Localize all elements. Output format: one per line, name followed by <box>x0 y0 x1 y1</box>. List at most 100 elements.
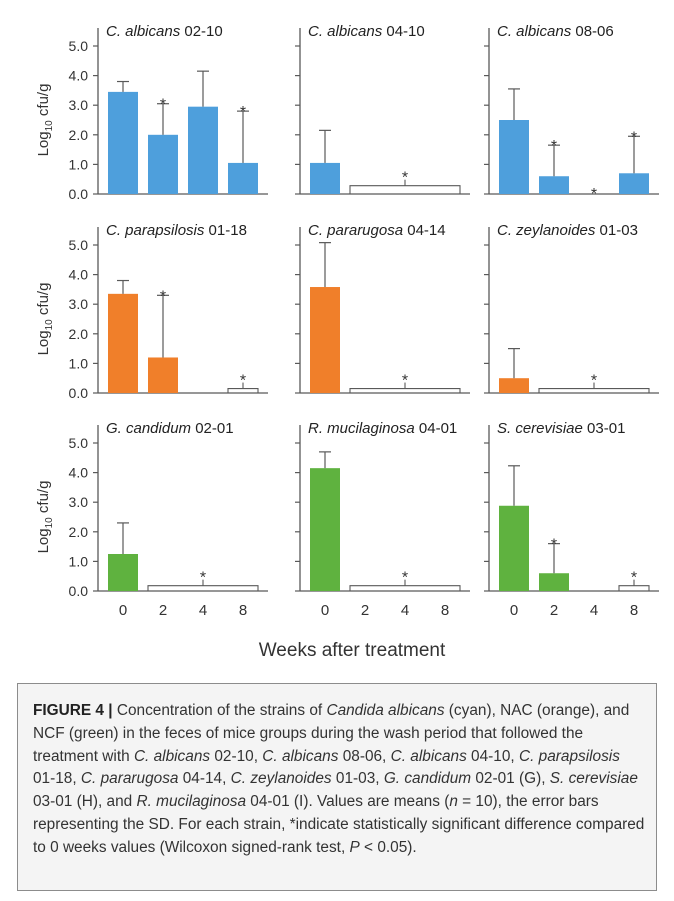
bar <box>188 106 218 194</box>
panel-title-strain: 02-10 <box>180 23 223 40</box>
caption-segment: 04-01 (I). Values are means ( <box>246 793 450 811</box>
panel-title: S. cerevisiae 03-01 <box>497 420 625 437</box>
x-tick-label: 2 <box>550 602 558 619</box>
bar <box>499 378 529 393</box>
panel-title-species: C. pararugosa <box>308 222 403 239</box>
caption-segment: < 0.05). <box>359 838 417 856</box>
y-axis-label-main: Log <box>35 528 52 553</box>
significance-star: * <box>591 186 597 203</box>
x-tick-label: 8 <box>630 602 638 619</box>
panel-title-species: C. zeylanoides <box>497 222 596 239</box>
y-tick-label: 0.0 <box>69 186 89 202</box>
chart-panel: G. candidum 02-01 5.0 4.0 3.0 2.0 1.0 0.0 Log10… <box>35 420 268 619</box>
caption-segment: 04-10, <box>466 747 519 765</box>
y-axis-label-unit: cfu/g <box>35 283 52 320</box>
x-tick-label: 4 <box>199 602 207 619</box>
y-tick-label: 4.0 <box>69 267 89 283</box>
panel-title: R. mucilaginosa 04-01 <box>308 420 457 437</box>
x-tick-label: 2 <box>361 602 369 619</box>
x-tick-label: 4 <box>401 602 409 619</box>
panel-title-species: G. candidum <box>106 420 191 437</box>
significance-star: * <box>402 170 408 187</box>
x-tick-label: 2 <box>159 602 167 619</box>
caption-segment: 03-01 (H), and <box>33 793 137 811</box>
caption-segment: 01-18, <box>33 770 81 788</box>
y-tick-label: 4.0 <box>69 465 89 481</box>
panel-title-species: C. albicans <box>106 23 181 40</box>
caption-segment: C. albicans <box>390 747 467 765</box>
y-tick-label: 2.0 <box>69 524 89 540</box>
panel-title-strain: 08-06 <box>571 23 614 40</box>
significance-star: * <box>402 570 408 587</box>
caption-segment: C. albicans <box>262 747 339 765</box>
y-axis-label-subscript: 10 <box>44 319 55 331</box>
y-tick-label: 3.0 <box>69 97 89 113</box>
bar <box>108 554 138 591</box>
panel-title-species: C. albicans <box>497 23 572 40</box>
significance-star: * <box>551 138 557 155</box>
significance-star: * <box>240 373 246 390</box>
bar <box>539 573 569 591</box>
caption-segment: = 10), the error bars representing the S… <box>33 793 645 856</box>
y-axis-label: Log10 cfu/g <box>35 283 55 356</box>
caption-segment: Concentration of the strains of <box>112 702 327 719</box>
y-axis-label-main: Log <box>35 131 52 156</box>
caption-segment: n <box>449 793 458 811</box>
chart-panel: C. parapsilosis 01-18 5.0 4.0 3.0 2.0 1.0 0.0 L… <box>35 222 268 401</box>
caption-segment: 02-01 (G), <box>471 770 550 788</box>
panel-title-strain: 01-03 <box>595 222 638 239</box>
chart-panel: C. pararugosa 04-14 * <box>295 222 470 394</box>
panel-title: G. candidum 02-01 <box>106 420 234 437</box>
panel-title: C. albicans 04-10 <box>308 23 425 40</box>
significance-star: * <box>160 288 166 305</box>
caption-segment: Candida albicans <box>326 702 445 719</box>
panel-title-strain: 02-01 <box>191 420 234 437</box>
bar <box>108 91 138 194</box>
x-tick-label: 0 <box>119 602 127 619</box>
panel-title-species: R. mucilaginosa <box>308 420 415 437</box>
panel-title: C. zeylanoides 01-03 <box>497 222 638 239</box>
panel-title-strain: 04-10 <box>382 23 425 40</box>
y-tick-label: 1.0 <box>69 156 89 172</box>
chart-panel: S. cerevisiae 03-01 * * 0 2 4 8 <box>484 420 659 619</box>
y-tick-label: 2.0 <box>69 127 89 143</box>
caption-segment: R. mucilaginosa <box>136 793 247 811</box>
y-tick-label: 5.0 <box>69 237 89 253</box>
significance-star: * <box>160 97 166 114</box>
bar <box>539 176 569 194</box>
chart-panel: C. albicans 08-06 * * * <box>484 23 659 203</box>
y-axis-label-main: Log <box>35 330 52 355</box>
caption-label: FIGURE 4 | <box>33 702 113 719</box>
y-axis-label-unit: cfu/g <box>35 84 52 121</box>
figure-caption: FIGURE 4 | Concentration of the strains … <box>33 700 645 860</box>
x-tick-label: 4 <box>590 602 598 619</box>
caption-body: Concentration of the strains of Candida … <box>33 702 644 856</box>
panel-title: C. parapsilosis 01-18 <box>106 222 247 239</box>
caption-segment: C. pararugosa <box>80 770 179 788</box>
chart-panel: C. zeylanoides 01-03 * <box>484 222 659 394</box>
y-axis-label: Log10 cfu/g <box>35 481 55 554</box>
y-tick-label: 1.0 <box>69 355 89 371</box>
bar <box>499 120 529 194</box>
y-axis-label-subscript: 10 <box>44 517 55 529</box>
panel-title: C. pararugosa 04-14 <box>308 222 446 239</box>
y-axis-label: Log10 cfu/g <box>35 84 55 157</box>
bar <box>310 162 340 194</box>
bar <box>148 357 178 393</box>
y-tick-label: 2.0 <box>69 326 89 342</box>
panel-title-species: C. albicans <box>308 23 383 40</box>
y-tick-label: 4.0 <box>69 68 89 84</box>
chart-panel: R. mucilaginosa 04-01 * 0 2 4 8 <box>295 420 470 619</box>
x-tick-label: 0 <box>510 602 518 619</box>
x-tick-label: 0 <box>321 602 329 619</box>
caption-segment: P <box>349 838 360 856</box>
caption-segment: C. parapsilosis <box>518 747 620 765</box>
y-tick-label: 3.0 <box>69 296 89 312</box>
y-axis-label-unit: cfu/g <box>35 481 52 518</box>
x-tick-label: 8 <box>441 602 449 619</box>
bar <box>228 162 258 194</box>
significance-star: * <box>200 570 206 587</box>
significance-star: * <box>631 570 637 587</box>
y-axis-label-subscript: 10 <box>44 120 55 132</box>
y-tick-label: 5.0 <box>69 38 89 54</box>
